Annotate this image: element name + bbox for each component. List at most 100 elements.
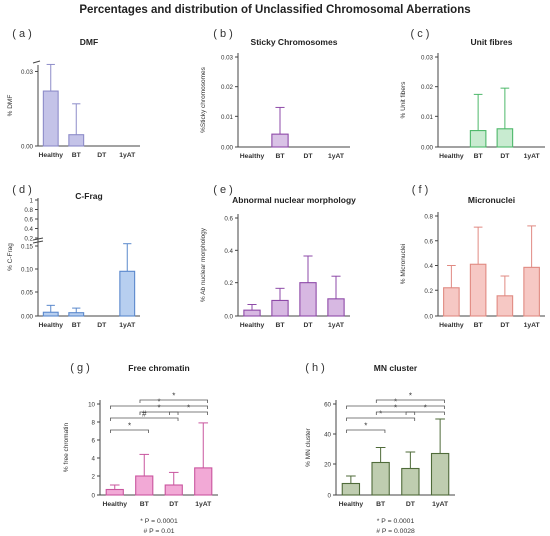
category-label: Healthy	[38, 322, 63, 329]
y-tick-label: 0.00	[221, 145, 234, 152]
panel-letter: ( f )	[412, 184, 429, 196]
category-label: 1yAT	[328, 153, 345, 160]
bar	[523, 266, 540, 317]
chart-panel-6: ( f ) Micronuclei 0.0 0.2 0.4 0.6 0.8 % Micronu…	[400, 184, 545, 329]
y-tick-label: 0.2	[24, 236, 33, 243]
y-tick-label: 0.01	[221, 114, 234, 121]
chart-panel-5: ( e )Abnormal nuclear morphology 0.0 0.2 0.…	[200, 184, 356, 329]
significance-bracket	[346, 429, 386, 433]
y-tick-label: 0	[328, 493, 332, 500]
significance-marker: *	[172, 392, 175, 401]
y-tick-label: 0.02	[421, 84, 434, 91]
category-label: BT	[72, 322, 82, 329]
panel-title: Free chromatin	[128, 363, 189, 373]
category-label: DT	[303, 322, 313, 329]
axis-break-mark	[32, 240, 44, 244]
bar	[401, 467, 420, 496]
category-label: 1yAT	[524, 322, 541, 329]
panel-title: Micronuclei	[468, 195, 515, 205]
y-tick-label: 20	[324, 462, 331, 469]
category-label: DT	[97, 152, 107, 159]
category-label: Healthy	[240, 153, 265, 160]
panel-letter: ( a )	[12, 28, 32, 40]
category-label: BT	[140, 501, 150, 508]
bar	[271, 133, 289, 148]
bar	[443, 287, 460, 317]
y-tick-label: 0.03	[421, 55, 434, 62]
significance-marker: *	[364, 422, 367, 431]
panel-letter: ( g )	[70, 362, 90, 374]
category-label: Healthy	[240, 322, 265, 329]
category-label: DT	[500, 322, 510, 329]
category-label: DT	[169, 501, 179, 508]
category-label: BT	[474, 153, 484, 160]
p-value-footnote: * P = 0.0001	[140, 518, 178, 525]
category-label: BT	[376, 501, 386, 508]
axis-break-mark	[32, 237, 44, 241]
y-axis-label: % DMF	[7, 95, 14, 117]
p-value-footnote: # P = 0.01	[143, 528, 174, 535]
category-label: Healthy	[439, 153, 464, 160]
panel-letter: ( h )	[305, 362, 325, 374]
panel-title: MN cluster	[374, 363, 418, 373]
significance-bracket	[405, 411, 445, 415]
y-tick-label: 60	[324, 402, 331, 409]
significance-bracket	[139, 399, 208, 403]
p-value-footnote: # P = 0.0028	[376, 528, 415, 535]
category-label: Healthy	[102, 501, 127, 508]
category-label: DT	[406, 501, 416, 508]
y-axis-label: % MN cluster	[305, 427, 312, 466]
category-label: DT	[97, 322, 107, 329]
y-tick-label: 0.0	[424, 314, 433, 321]
y-tick-label: 0.0	[224, 314, 233, 321]
chart-panel-7: ( g ) Free chromatin 0 2 4 6 8 10 % free chromat…	[63, 362, 218, 535]
y-tick-label: 40	[324, 432, 331, 439]
bar	[496, 295, 514, 317]
y-tick-label: 4	[92, 456, 96, 463]
significance-bracket	[375, 411, 416, 415]
chart-panel-2: ( b ) Sticky Chromosomes 0.00 0.01 0.02 0.03%…	[200, 28, 350, 160]
axis-break-mark	[32, 60, 41, 64]
significance-marker: *	[424, 404, 427, 413]
significance-bracket	[346, 417, 416, 421]
y-axis-label: % free chromatin	[63, 423, 70, 473]
y-tick-label: 0.00	[21, 144, 34, 151]
category-label: Healthy	[38, 152, 63, 159]
y-tick-label: 0.4	[224, 248, 233, 255]
category-label: Healthy	[439, 322, 464, 329]
bar	[371, 461, 390, 496]
y-tick-label: 0.2	[424, 288, 433, 295]
panel-letter: ( c )	[411, 28, 430, 40]
y-axis-label: % Micronuclei	[400, 244, 407, 284]
significance-bracket	[139, 411, 179, 415]
chart-panel-1: ( a ) DMF 0.00 0.03 % DMF Healthy BT DT 1yAT	[7, 28, 140, 159]
y-tick-label: 0.2	[224, 280, 233, 287]
y-tick-label: 0	[92, 493, 96, 500]
significance-marker: *	[409, 392, 412, 401]
significance-marker: *	[394, 398, 397, 407]
bar	[243, 309, 261, 317]
bar	[164, 484, 183, 496]
bar	[68, 312, 85, 317]
y-tick-label: 0.10	[21, 267, 34, 274]
significance-marker: *	[157, 404, 160, 413]
y-tick-label: 8	[92, 420, 96, 427]
y-tick-label: 0.6	[424, 238, 433, 245]
category-label: BT	[275, 153, 285, 160]
panel-title: DMF	[80, 37, 98, 47]
y-tick-label: 0.15	[21, 244, 34, 251]
significance-marker: *	[187, 404, 190, 413]
y-tick-label: 0.00	[21, 314, 34, 321]
bar	[469, 263, 487, 317]
y-tick-label: 10	[88, 402, 95, 409]
significance-marker: *	[394, 404, 397, 413]
category-label: 1yAT	[432, 501, 449, 508]
y-tick-label: 6	[92, 438, 96, 445]
chart-panel-8: ( h ) MN cluster 0 20 40 60 % MN cluster Health…	[305, 362, 455, 535]
chart-panel-3: ( c ) Unit fibres 0.00 0.01 0.02 0.03 % Unit f…	[400, 28, 545, 160]
y-tick-label: 0.02	[221, 84, 234, 91]
y-axis-label: %Sticky chromosomes	[200, 66, 207, 132]
chart-panel-4: ( d ) C-Frag 0.00 0.05 0.10 0.150.2 0.4 0.6 0.8 1…	[7, 184, 140, 329]
category-label: 1yAT	[119, 322, 136, 329]
